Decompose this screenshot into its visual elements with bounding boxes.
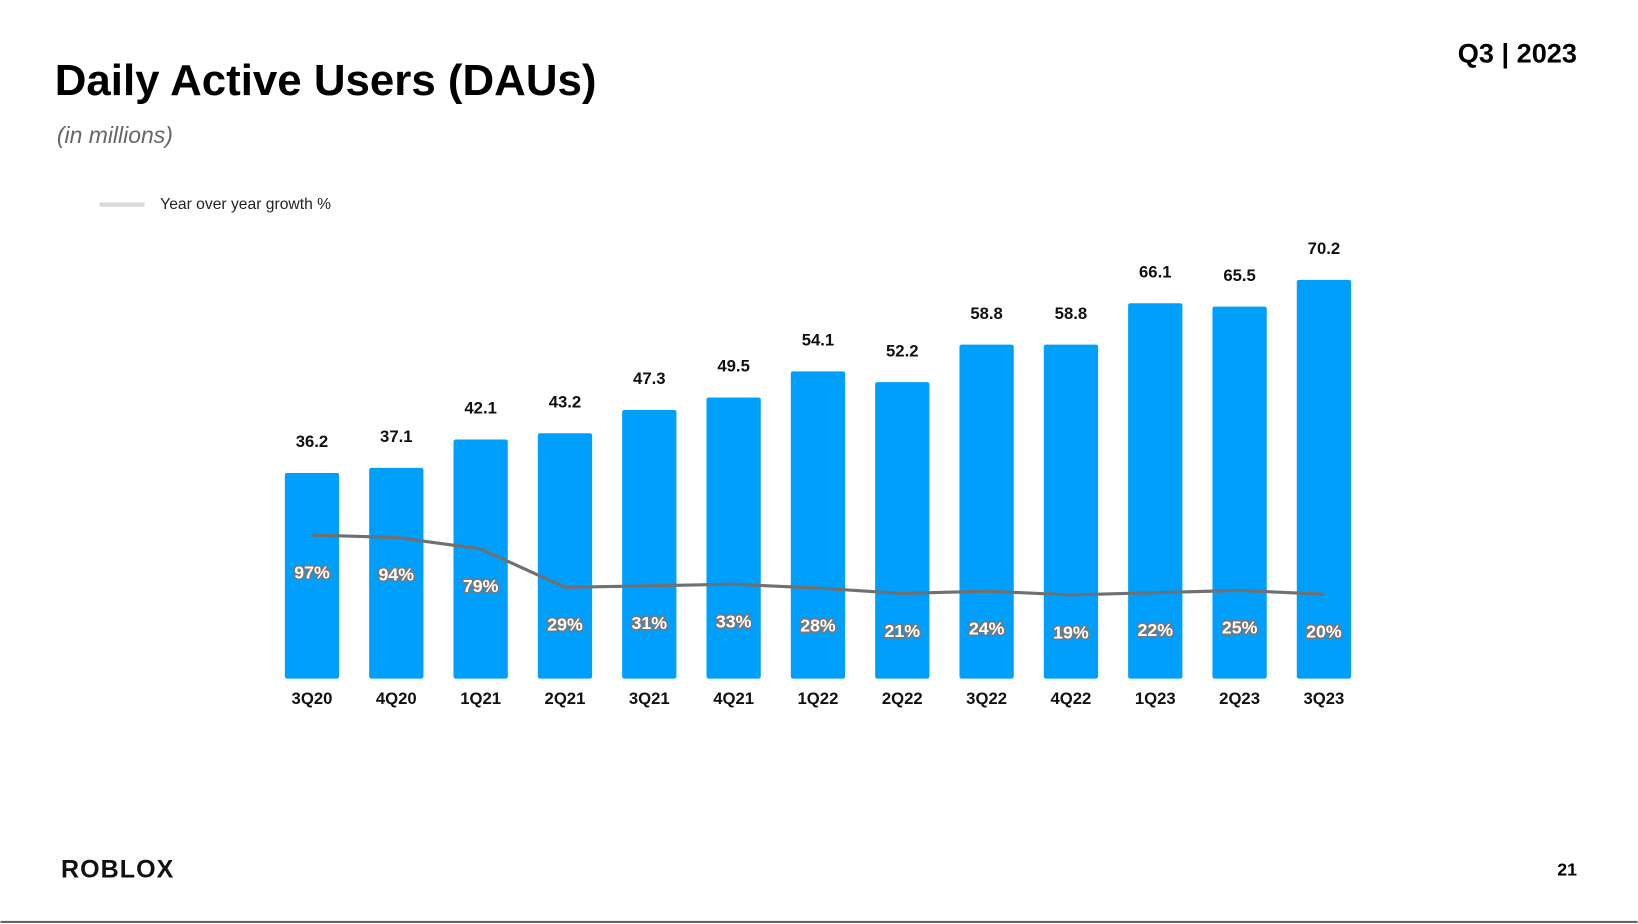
x-tick-label: 4Q20	[376, 689, 417, 708]
page-number: 21	[1557, 859, 1577, 879]
bar	[537, 433, 593, 679]
bar-value-label: 65.5	[1223, 266, 1255, 285]
bar	[706, 397, 761, 679]
x-tick-label: 3Q22	[966, 689, 1007, 708]
x-tick-label: 2Q23	[1219, 689, 1260, 708]
growth-label: 79%	[463, 576, 499, 596]
bar	[369, 467, 424, 679]
bar-value-label: 58.8	[1055, 304, 1087, 323]
x-tick-label: 3Q20	[292, 689, 333, 708]
x-tick-label: 1Q22	[798, 689, 839, 708]
growth-label: 25%	[1222, 618, 1258, 638]
x-tick-label: 1Q21	[460, 689, 501, 708]
legend-label: Year over year growth %	[160, 196, 331, 213]
bar	[622, 409, 677, 679]
growth-label: 24%	[969, 618, 1005, 638]
growth-label: 19%	[1053, 622, 1089, 642]
bar-value-label: 37.1	[380, 427, 412, 446]
chart-title: Daily Active Users (DAUs)	[55, 56, 597, 105]
growth-label: 31%	[632, 613, 668, 633]
x-tick-label: 4Q22	[1051, 689, 1092, 708]
growth-label: 29%	[547, 615, 583, 635]
bar	[284, 473, 340, 679]
slide-label: Q3 | 2023	[1458, 38, 1577, 69]
bar-value-label: 52.2	[886, 341, 918, 360]
growth-line	[311, 533, 1325, 597]
bar-value-label: 36.2	[296, 432, 328, 451]
growth-label: 97%	[294, 562, 330, 582]
chart-subtitle: (in millions)	[57, 122, 173, 148]
growth-label: 21%	[885, 621, 921, 641]
bar-value-label: 66.1	[1139, 262, 1171, 281]
bar	[1128, 303, 1183, 679]
bar-value-label: 47.3	[633, 369, 665, 388]
bar-value-label: 54.1	[802, 330, 834, 349]
bar	[1212, 306, 1267, 679]
bar-value-label: 49.5	[717, 357, 749, 376]
x-tick-label: 2Q21	[545, 689, 586, 708]
growth-label: 94%	[379, 565, 415, 585]
growth-label: 28%	[800, 615, 836, 635]
growth-label: 22%	[1138, 620, 1174, 640]
growth-label: 33%	[716, 612, 752, 632]
bar-value-label: 42.1	[464, 399, 496, 418]
x-tick-label: 1Q23	[1135, 689, 1176, 708]
bar	[959, 344, 1014, 679]
bar-value-label: 43.2	[549, 392, 581, 411]
growth-label: 20%	[1306, 622, 1342, 642]
bar	[1296, 279, 1352, 679]
logo: ROBLOX	[61, 855, 174, 883]
bar	[875, 382, 930, 679]
x-tick-label: 3Q23	[1304, 689, 1345, 708]
bar-value-label: 70.2	[1308, 239, 1340, 258]
bar	[453, 439, 508, 679]
bar-value-label: 58.8	[970, 304, 1002, 323]
x-tick-label: 3Q21	[629, 689, 670, 708]
bar	[790, 371, 846, 679]
x-tick-label: 2Q22	[882, 689, 923, 708]
x-tick-label: 4Q21	[713, 689, 754, 708]
